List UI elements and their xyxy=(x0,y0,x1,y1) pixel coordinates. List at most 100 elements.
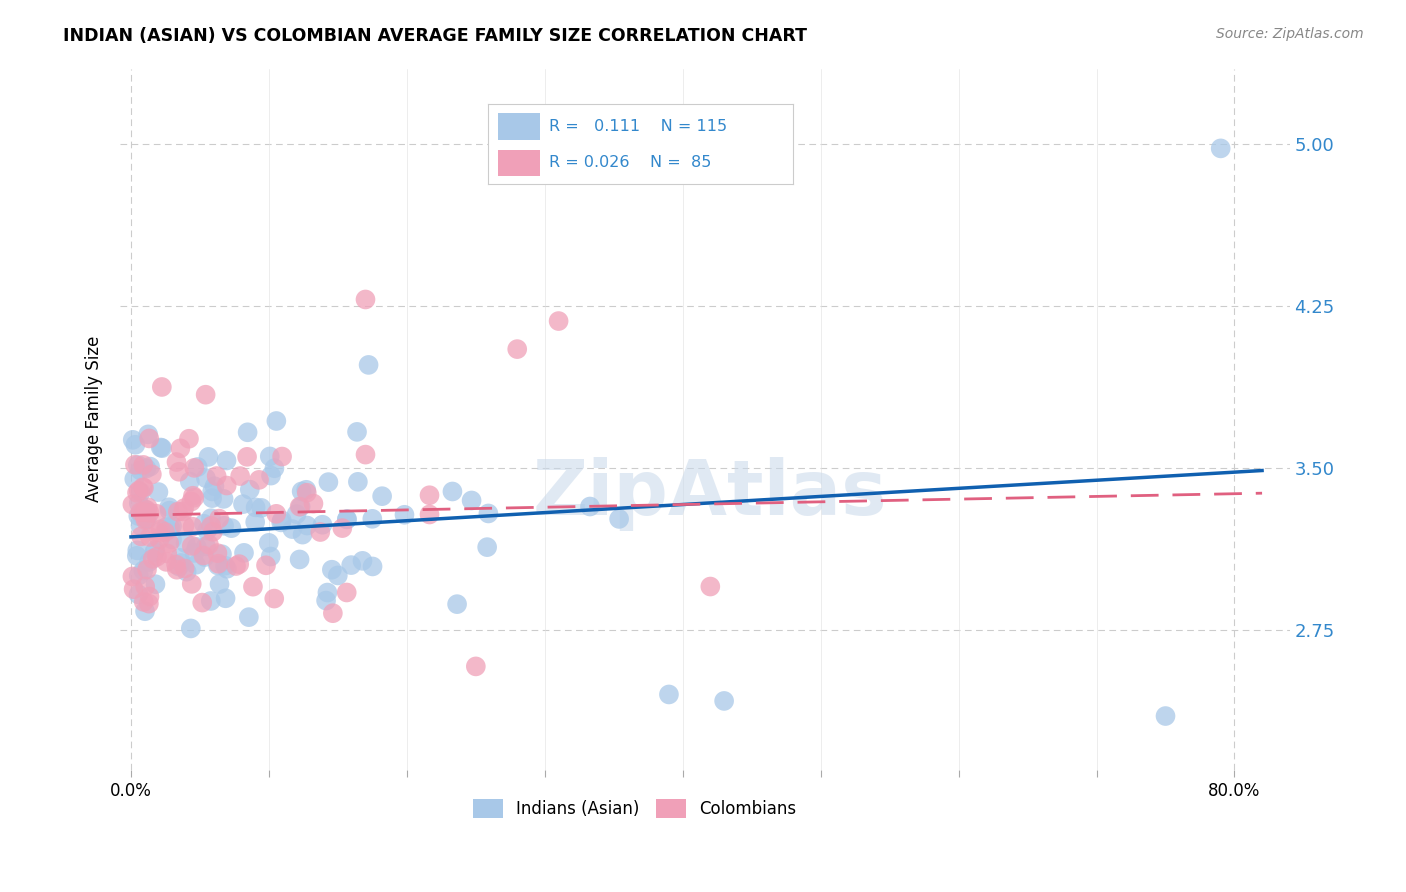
Point xyxy=(173,501,195,516)
Point xyxy=(201,524,224,539)
Point xyxy=(418,508,440,522)
Point xyxy=(148,485,170,500)
Point xyxy=(464,659,486,673)
Point xyxy=(322,606,344,620)
Point xyxy=(160,519,183,533)
Point xyxy=(180,539,202,553)
Point xyxy=(266,414,288,428)
Point xyxy=(150,441,173,455)
Point xyxy=(232,497,254,511)
Point xyxy=(229,469,252,483)
Point xyxy=(138,590,160,604)
Point xyxy=(302,497,325,511)
Point xyxy=(169,550,191,565)
Point xyxy=(477,507,499,521)
Point xyxy=(336,512,359,526)
Point xyxy=(138,432,160,446)
Point xyxy=(211,547,233,561)
Point xyxy=(145,507,167,521)
Point xyxy=(250,500,273,515)
Point xyxy=(132,564,155,578)
Point xyxy=(198,538,221,552)
Y-axis label: Average Family Size: Average Family Size xyxy=(86,336,103,502)
Point xyxy=(132,481,155,495)
Point xyxy=(129,529,152,543)
Point xyxy=(295,518,318,533)
Point xyxy=(361,512,384,526)
Point xyxy=(139,459,162,474)
Point xyxy=(173,518,195,533)
Point xyxy=(186,540,208,554)
Point xyxy=(180,577,202,591)
Point xyxy=(607,512,630,526)
Point xyxy=(157,500,180,515)
Point xyxy=(167,559,190,574)
Point xyxy=(145,577,167,591)
Point xyxy=(143,545,166,559)
Point xyxy=(197,450,219,464)
Point xyxy=(134,604,156,618)
Point xyxy=(122,582,145,597)
Point xyxy=(194,471,217,485)
Point xyxy=(157,536,180,550)
Point xyxy=(247,473,270,487)
Point xyxy=(236,450,259,464)
Point xyxy=(357,358,380,372)
Point xyxy=(200,594,222,608)
Point xyxy=(127,508,149,523)
Point xyxy=(194,387,217,401)
Point xyxy=(149,522,172,536)
Point xyxy=(260,468,283,483)
Point xyxy=(207,558,229,573)
Point xyxy=(128,496,150,510)
Point xyxy=(215,453,238,467)
Text: Source: ZipAtlas.com: Source: ZipAtlas.com xyxy=(1216,27,1364,41)
Point xyxy=(134,513,156,527)
Point xyxy=(183,491,205,505)
Point xyxy=(174,536,197,550)
Point xyxy=(212,518,235,533)
Point xyxy=(155,520,177,534)
Point xyxy=(228,557,250,571)
Point xyxy=(271,450,294,464)
Point xyxy=(129,485,152,500)
Point xyxy=(441,484,464,499)
Point xyxy=(214,591,236,606)
Point xyxy=(281,522,304,536)
Point xyxy=(127,543,149,558)
Point xyxy=(132,595,155,609)
Point xyxy=(205,469,228,483)
Point xyxy=(125,485,148,500)
Point xyxy=(208,577,231,591)
Text: INDIAN (ASIAN) VS COLOMBIAN AVERAGE FAMILY SIZE CORRELATION CHART: INDIAN (ASIAN) VS COLOMBIAN AVERAGE FAMI… xyxy=(63,27,807,45)
Point xyxy=(183,461,205,475)
Point xyxy=(191,596,214,610)
Point xyxy=(132,505,155,519)
Point xyxy=(270,516,292,530)
Point xyxy=(238,610,260,624)
Point xyxy=(254,558,277,573)
Point xyxy=(135,461,157,475)
Point xyxy=(259,450,281,464)
Point xyxy=(187,459,209,474)
Point xyxy=(475,540,498,554)
Point xyxy=(321,563,343,577)
Point xyxy=(295,485,318,500)
Point xyxy=(260,549,283,564)
Point xyxy=(183,546,205,560)
Point xyxy=(245,500,267,515)
Point xyxy=(315,593,337,607)
Point xyxy=(176,565,198,579)
Point xyxy=(159,520,181,534)
Point xyxy=(128,568,150,582)
Point xyxy=(180,494,202,508)
Point xyxy=(129,505,152,519)
Point xyxy=(201,484,224,499)
Point xyxy=(153,524,176,539)
Point xyxy=(135,503,157,517)
Point xyxy=(264,507,287,521)
Point xyxy=(285,507,308,521)
Point xyxy=(290,500,312,514)
Point xyxy=(165,558,187,572)
Point xyxy=(166,455,188,469)
